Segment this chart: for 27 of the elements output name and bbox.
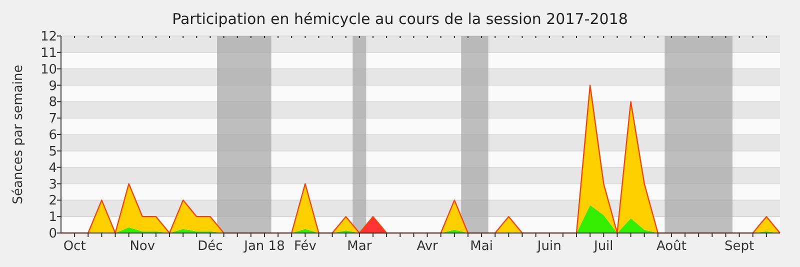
y-tick-label: 5 [48, 144, 57, 160]
y-tick-label: 0 [48, 226, 57, 242]
y-axis-title: Séances par semaine [11, 64, 26, 204]
x-tick-label: Juin [536, 239, 562, 254]
x-tick-label: Août [656, 239, 686, 254]
x-tick-label: Jan 18 [243, 239, 285, 254]
x-tick-label: Avr [416, 239, 439, 254]
x-tick-label: Déc [198, 239, 223, 254]
y-tick-label: 9 [48, 78, 57, 94]
y-tick-label: 7 [48, 112, 57, 127]
y-tick-label: 4 [48, 160, 57, 176]
y-tick-label: 3 [48, 177, 57, 192]
x-tick-label: Oct [63, 239, 86, 254]
y-tick-label: 12 [40, 30, 57, 45]
x-tick-label: Mar [347, 239, 372, 254]
y-tick-label: 1 [48, 210, 57, 226]
x-tick-label: Mai [470, 239, 493, 254]
y-tick-label: 6 [48, 128, 57, 144]
y-tick-label: 8 [48, 95, 57, 110]
x-tick-label: Fév [294, 239, 317, 254]
y-tick-label: 2 [48, 194, 57, 209]
x-tick-label: Sept [724, 239, 754, 254]
y-tick-label: 10 [40, 62, 57, 78]
x-tick-label: Nov [130, 239, 156, 254]
chart-title: Participation en hémicycle au cours de la session 2017-2018 [172, 10, 628, 28]
y-tick-label: 11 [40, 46, 57, 61]
x-tick-label: Juil [592, 239, 614, 254]
